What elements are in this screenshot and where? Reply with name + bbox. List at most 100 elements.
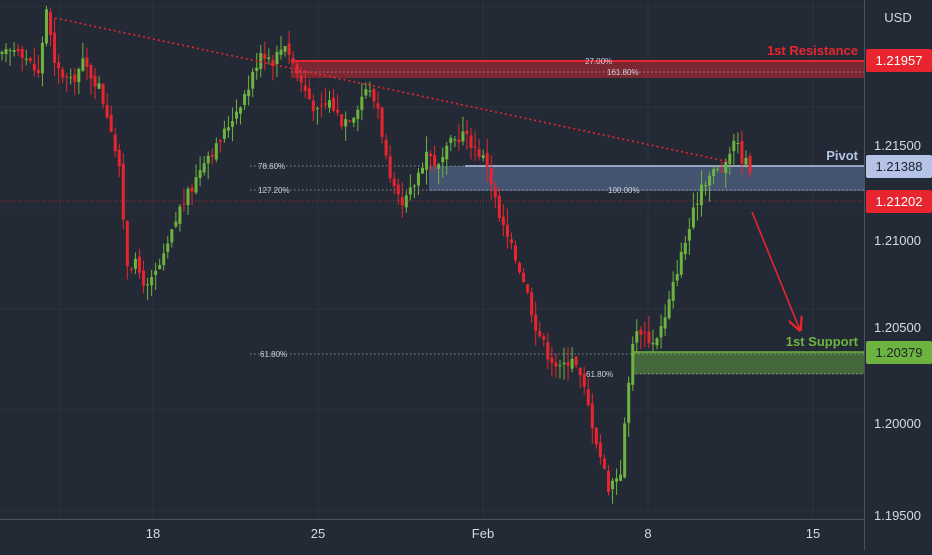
candle-up: [69, 77, 73, 79]
candle-down: [477, 149, 481, 157]
candle-down: [643, 332, 647, 334]
trend-line: [54, 17, 731, 163]
candle-up: [667, 299, 671, 319]
candle-down: [550, 357, 554, 364]
candle-down: [384, 139, 388, 156]
support-label: 1st Support: [786, 334, 859, 349]
candle-down: [392, 178, 396, 187]
y-tick-1-20000: 1.20000: [874, 416, 921, 431]
candle-down: [530, 292, 534, 316]
candle-up: [611, 480, 615, 490]
candle-down: [372, 88, 376, 102]
candle-up: [683, 242, 687, 255]
candle-down: [376, 103, 380, 109]
y-tick-1-21500: 1.21500: [874, 138, 921, 153]
candle-down: [105, 105, 109, 118]
candle-up: [170, 229, 174, 243]
candle-up: [360, 96, 364, 110]
candle-down: [566, 362, 570, 366]
candle-up: [162, 253, 166, 266]
candle-down: [61, 69, 65, 78]
price-tag-support-text: 1.20379: [876, 345, 923, 360]
candle-up: [687, 229, 691, 241]
price-tag-current: 1.21202: [866, 190, 932, 213]
candle-up: [356, 109, 360, 119]
candle-down: [647, 331, 651, 344]
candle-up: [77, 68, 81, 83]
candle-down: [465, 130, 469, 134]
resistance-zone: [291, 60, 864, 78]
candle-down: [287, 43, 291, 55]
candle-down: [340, 114, 344, 127]
candle-down: [720, 170, 724, 172]
candle-up: [425, 151, 429, 170]
candle-up: [154, 270, 158, 275]
candle-down: [319, 105, 323, 107]
candle-down: [113, 134, 117, 152]
candle-up: [416, 172, 420, 186]
candle-up: [437, 164, 441, 169]
candle-up: [558, 365, 562, 367]
candle-down: [606, 470, 610, 492]
candle-down: [336, 109, 340, 113]
candle-up: [651, 342, 655, 345]
fib-label-161-8: 161.80%: [607, 68, 639, 77]
candle-up: [202, 163, 206, 173]
candle-down: [190, 187, 194, 192]
candle-down: [36, 69, 40, 74]
forecast-arrow: [751, 211, 800, 330]
candle-up: [631, 343, 635, 385]
candle-up: [352, 117, 356, 123]
candle-up: [226, 127, 230, 131]
candle-up: [659, 326, 663, 338]
candle-down: [473, 146, 477, 148]
candle-down: [85, 57, 89, 67]
candle-up: [133, 258, 137, 269]
candle-up: [655, 338, 659, 346]
candle-up: [243, 93, 247, 106]
candle-down: [16, 48, 20, 52]
candle-up: [445, 145, 449, 160]
y-tick-1-21000: 1.21000: [874, 233, 921, 248]
fib-label-27: 27.00%: [585, 57, 612, 66]
candle-up: [158, 265, 162, 270]
candle-down: [332, 97, 336, 111]
candle-down: [497, 195, 501, 218]
candle-down: [291, 57, 295, 63]
candle-down: [218, 140, 222, 142]
candle-up: [441, 157, 445, 163]
candle-down: [32, 63, 36, 71]
candle-up: [570, 358, 574, 369]
candle-up: [222, 128, 226, 139]
candle-down: [109, 114, 113, 132]
candle-down: [307, 88, 311, 100]
candle-up: [251, 71, 255, 89]
candle-up: [695, 203, 699, 205]
candle-down: [518, 262, 522, 273]
candle-up: [40, 42, 44, 74]
candle-down: [117, 149, 121, 167]
candle-up: [247, 89, 251, 97]
candle-down: [594, 428, 598, 445]
annotations: [0, 17, 864, 330]
y-tick-1-19500: 1.19500: [874, 508, 921, 523]
candle-up: [146, 284, 150, 286]
candle-up: [675, 274, 679, 281]
candle-up: [412, 185, 416, 187]
candle-up: [8, 50, 12, 52]
candle-up: [368, 90, 372, 92]
candle-down: [396, 184, 400, 195]
price-tag-pivot-bg: [866, 155, 932, 178]
candle-up: [283, 46, 287, 52]
candle-up: [239, 107, 243, 114]
candle-down: [388, 156, 392, 179]
candle-down: [323, 103, 327, 105]
candle-down: [522, 272, 526, 283]
candle-down: [740, 140, 744, 164]
y-tick-1-20500: 1.20500: [874, 320, 921, 335]
candle-up: [150, 277, 154, 286]
fib-label-78-6: 78.60%: [258, 162, 285, 171]
candle-down: [129, 268, 133, 270]
candle-up: [12, 50, 16, 52]
